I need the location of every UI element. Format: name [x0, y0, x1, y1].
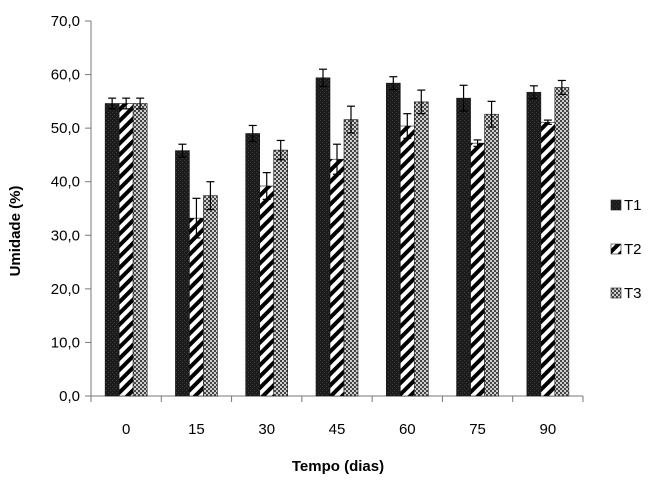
legend-item-t1: T1 — [610, 197, 642, 214]
y-axis-title: Umidade (%) — [7, 186, 24, 277]
bar-t2-90 — [540, 121, 556, 397]
bar-series-group — [104, 77, 570, 397]
x-tick-label: 15 — [188, 421, 205, 438]
x-axis-title: Tempo (dias) — [292, 458, 384, 475]
legend-item-t3: T3 — [610, 285, 642, 302]
error-bar-t2-90 — [543, 119, 552, 125]
bar-t1-45 — [315, 77, 331, 397]
bar-t2-0 — [118, 103, 134, 397]
bar-t3-75 — [484, 113, 499, 397]
y-tick-label: 70,0 — [51, 13, 80, 30]
y-tick-label: 40,0 — [51, 174, 80, 191]
bar-t1-15 — [175, 150, 190, 397]
bar-t2-45 — [329, 158, 345, 397]
error-bar-t2-15 — [192, 197, 201, 239]
bar-t3-15 — [203, 195, 218, 397]
error-bar-t1-45 — [319, 68, 327, 87]
y-tick-label: 50,0 — [51, 120, 80, 137]
error-bar-t2-30 — [262, 172, 271, 200]
legend-label: T1 — [624, 197, 642, 214]
bar-t1-75 — [456, 97, 471, 397]
error-bar-group — [108, 68, 566, 239]
x-tick-label: 45 — [329, 421, 346, 438]
x-tick-label: 30 — [258, 421, 275, 438]
error-bar-t3-0 — [136, 97, 145, 110]
bar-t1-90 — [526, 91, 542, 397]
y-tick-label: 20,0 — [51, 281, 80, 298]
error-bar-t3-15 — [206, 181, 215, 211]
bar-t3-30 — [273, 149, 289, 397]
error-bar-t1-90 — [529, 85, 538, 100]
y-tick-label: 30,0 — [51, 227, 80, 244]
legend-label: T2 — [624, 241, 642, 258]
bar-t3-0 — [132, 103, 148, 397]
bar-t2-30 — [259, 185, 275, 397]
bar-t3-60 — [413, 101, 429, 397]
error-bar-t1-0 — [108, 97, 117, 110]
error-bar-t1-75 — [459, 84, 468, 112]
y-axis: 0,0 10,0 20,0 30,0 40,0 50,0 60,0 70,0 — [51, 13, 92, 405]
legend: T1 T2 T3 — [610, 197, 642, 302]
error-bar-t2-45 — [333, 143, 341, 175]
error-bar-t3-30 — [276, 139, 285, 161]
bar-t2-75 — [470, 142, 485, 397]
error-bar-t2-75 — [473, 139, 482, 147]
y-tick-label: 0,0 — [59, 388, 80, 405]
error-bar-t2-0 — [122, 97, 131, 110]
bar-t3-45 — [343, 119, 359, 397]
legend-label: T3 — [624, 285, 642, 302]
error-bar-t3-45 — [347, 105, 355, 134]
error-bar-t3-90 — [557, 79, 566, 95]
bar-t2-60 — [399, 125, 415, 397]
error-bar-t2-60 — [403, 113, 412, 139]
error-bar-t3-60 — [417, 89, 426, 115]
x-tick-label: 75 — [469, 421, 486, 438]
legend-item-t2: T2 — [610, 241, 642, 258]
bar-t2-15 — [189, 217, 204, 397]
legend-swatch — [610, 287, 622, 299]
bar-t1-30 — [245, 133, 261, 397]
bar-t1-60 — [385, 82, 401, 397]
x-tick-label: 0 — [122, 421, 130, 438]
y-tick-label: 60,0 — [51, 67, 80, 84]
bar-t1-0 — [104, 103, 120, 397]
x-tick-label: 90 — [540, 421, 557, 438]
error-bar-t1-15 — [178, 143, 187, 158]
error-bar-t1-30 — [248, 124, 257, 143]
legend-swatch — [610, 199, 622, 211]
y-tick-label: 10,0 — [51, 334, 80, 351]
legend-swatch — [610, 243, 622, 255]
x-axis: 0 15 30 45 60 75 90 — [90, 395, 584, 438]
error-bar-t1-60 — [389, 76, 398, 91]
bar-t3-90 — [554, 87, 570, 397]
x-tick-label: 60 — [399, 421, 416, 438]
error-bar-t3-75 — [487, 100, 496, 128]
